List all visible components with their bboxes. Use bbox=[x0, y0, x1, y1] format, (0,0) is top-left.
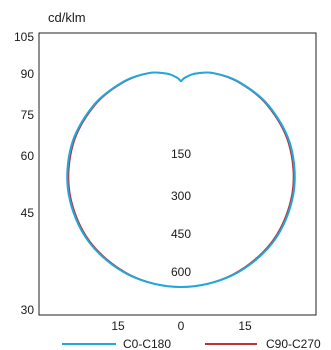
radial-tick-label: 450 bbox=[171, 227, 191, 241]
y-axis-unit-label: cd/klm bbox=[48, 10, 86, 25]
legend: C0-C180 C90-C270 bbox=[62, 337, 321, 350]
left-tick-label: 30 bbox=[21, 303, 35, 317]
bottom-tick-label: 15 bbox=[238, 319, 252, 333]
left-tick-label: 60 bbox=[21, 149, 35, 163]
left-tick-label: 105 bbox=[14, 30, 34, 44]
plot-frame bbox=[38, 32, 317, 316]
radial-tick-labels: 150 300 450 600 bbox=[171, 147, 191, 279]
bottom-tick-label: 0 bbox=[178, 319, 185, 333]
series-curve-c90-c270 bbox=[68, 72, 294, 288]
radial-tick-label: 300 bbox=[171, 189, 191, 203]
series-curve-c0-c180 bbox=[66, 71, 296, 289]
left-tick-labels: 105 90 75 60 45 30 bbox=[14, 30, 34, 317]
left-tick-label: 90 bbox=[21, 67, 35, 81]
radial-tick-label: 150 bbox=[171, 147, 191, 161]
radial-tick-label: 600 bbox=[171, 265, 191, 279]
legend-label-c0-c180: C0-C180 bbox=[123, 337, 171, 350]
left-tick-label: 45 bbox=[21, 206, 35, 220]
left-tick-label: 75 bbox=[21, 108, 35, 122]
bottom-tick-labels: 15 0 15 bbox=[111, 319, 252, 333]
legend-label-c90-c270: C90-C270 bbox=[266, 337, 321, 350]
intensity-curves bbox=[66, 71, 296, 289]
bottom-tick-label: 15 bbox=[111, 319, 125, 333]
